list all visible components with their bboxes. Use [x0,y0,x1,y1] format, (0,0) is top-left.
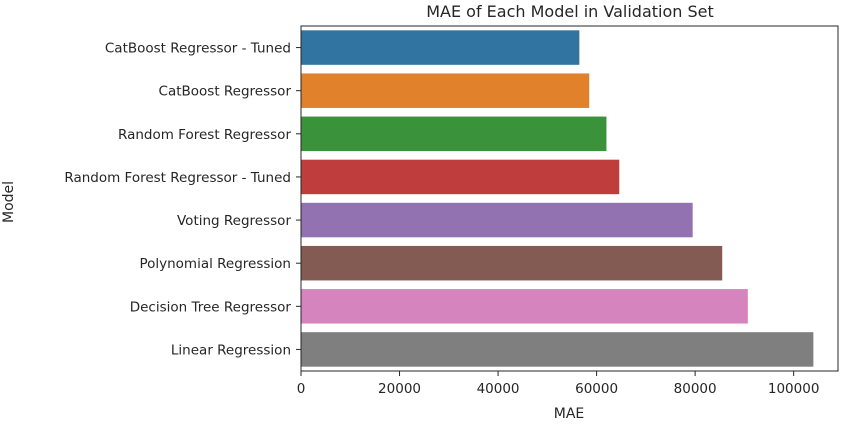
bar-1 [301,30,580,65]
x-axis-ticks: 0 20000 40000 60000 80000 100000 [297,371,820,397]
bar-4 [301,159,620,195]
y-tick-label: Decision Tree Regressor [130,299,292,315]
y-tick-label: Polynomial Regression [139,256,291,272]
bar-3 [301,116,607,152]
y-tick-label: Random Forest Regressor [118,127,291,143]
y-tick-label: Random Forest Regressor - Tuned [64,170,291,186]
x-tick-label: 40000 [477,381,520,397]
x-axis-label: MAE [554,406,585,422]
y-axis-ticks: CatBoost Regressor - Tuned CatBoost Regre… [64,41,301,358]
bar-5 [301,202,693,238]
x-tick-label: 80000 [674,381,717,397]
y-tick-label: CatBoost Regressor [159,84,292,100]
plot-frame [300,25,839,372]
bars-group [301,30,814,367]
bar-2 [301,73,590,108]
x-tick-label: 60000 [575,381,618,397]
x-tick-label: 100000 [768,381,820,397]
bar-7 [301,289,748,324]
y-tick-label: Voting Regressor [177,213,291,229]
chart-title: MAE of Each Model in Validation Set [426,2,714,21]
bar-8 [301,332,814,367]
x-tick-label: 0 [297,381,306,397]
y-tick-label: CatBoost Regressor - Tuned [105,41,291,57]
y-axis-label: Model [1,181,17,223]
bar-6 [301,245,723,281]
x-tick-label: 20000 [378,381,421,397]
y-tick-label: Linear Regression [171,342,291,358]
